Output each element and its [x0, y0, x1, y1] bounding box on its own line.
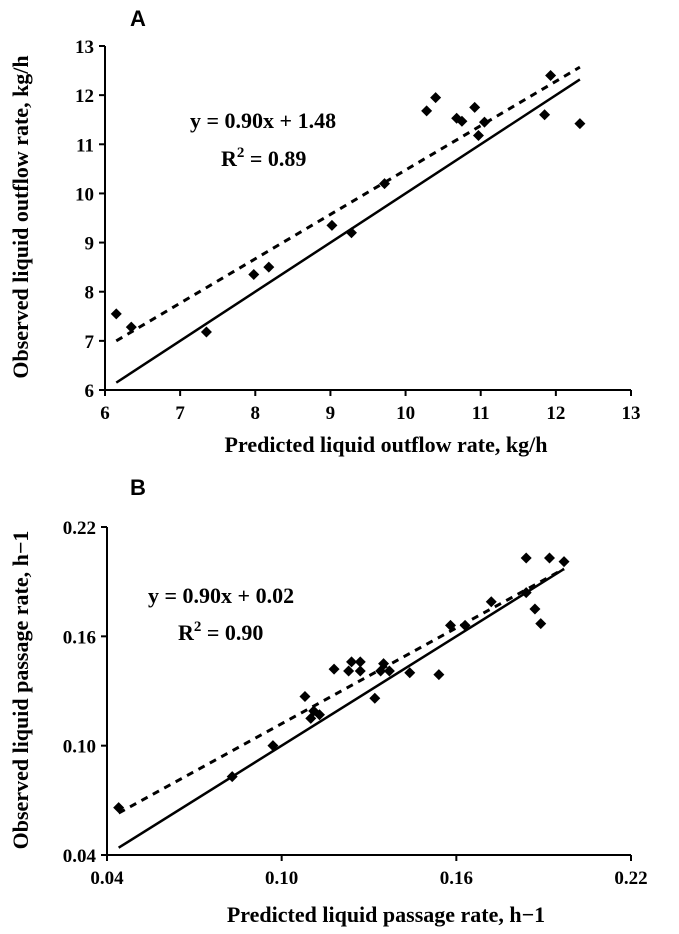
- panel-b-data-point: [369, 692, 381, 704]
- panel-a-x-tick-label: 10: [396, 403, 415, 424]
- panel-b-x-tick-label: 0.22: [614, 868, 647, 889]
- panel-a-x-tick-label: 13: [622, 403, 641, 424]
- panel-b-data-point: [314, 709, 326, 721]
- panel-b-data-point: [543, 552, 555, 564]
- plot-a: 6 7 8 9 10 11 12 13 6 7 8 9 10 11 12 13: [75, 37, 641, 424]
- panel-b-data-point: [328, 663, 340, 675]
- panel-b-data-point: [378, 658, 390, 670]
- panel-a-regression-line: [115, 65, 581, 343]
- panel-b-x-axis-title: Predicted liquid passage rate, h−1: [227, 902, 545, 927]
- panel-b-data-point: [383, 665, 395, 677]
- panel-b-data-point: [520, 552, 532, 564]
- panel-b-x-tick-label: 0.16: [440, 868, 473, 889]
- panel-a-y-tick-label: 11: [76, 135, 94, 156]
- panel-a-r2-superscript: 2: [237, 145, 245, 161]
- panel-b-x-tick-label: 0.04: [90, 868, 124, 889]
- panel-a-x-tick-label: 8: [251, 403, 261, 424]
- panel-b-r2-base: R: [178, 620, 195, 645]
- panel-a-r2-value: = 0.89: [244, 146, 306, 171]
- panel-a-x-tick-label: 6: [100, 403, 110, 424]
- panel-a-x-tick-label: 7: [175, 403, 185, 424]
- panel-b-identity-line: [117, 567, 565, 849]
- panel-b-data-point: [346, 656, 358, 668]
- panel-b-r2-superscript: 2: [194, 619, 202, 635]
- plot-b: 0.04 0.10 0.16 0.22 0.04 0.10 0.16 0.22: [63, 518, 648, 889]
- panel-a-data-point: [263, 261, 275, 273]
- panel-a: A 6 7 8 9 10 11 12 13 6 7 8 9 10 11 12 13 Predicted liq…: [8, 6, 641, 457]
- panel-a-y-tick-label: 9: [85, 234, 95, 255]
- panel-b-r2-value: = 0.90: [201, 620, 263, 645]
- panel-a-data-point: [421, 105, 433, 117]
- panel-b-regression-line: [117, 567, 565, 815]
- panel-b-data-point: [354, 656, 366, 668]
- panel-a-y-tick-label: 10: [75, 184, 94, 205]
- panel-b-data-point: [520, 587, 532, 599]
- panel-a-data-point: [379, 178, 391, 190]
- panel-b-y-tick-label: 0.10: [63, 737, 96, 758]
- panel-b-r-squared: R2 = 0.90: [178, 619, 263, 645]
- panel-b-regression-equation: y = 0.90x + 0.02: [148, 583, 294, 608]
- panel-a-data-point: [545, 69, 557, 81]
- panel-b-data-point: [404, 667, 416, 679]
- panel-a-data-point: [574, 118, 586, 130]
- panel-a-x-tick-label: 11: [472, 403, 490, 424]
- panel-a-y-tick-label: 7: [85, 332, 95, 353]
- panel-a-data-point: [430, 92, 442, 104]
- panel-a-y-tick-label: 8: [85, 283, 95, 304]
- panel-b-data-point: [558, 556, 570, 568]
- panel-a-data-point: [326, 219, 338, 231]
- panel-a-data-point: [248, 269, 260, 281]
- panel-b-data-point: [299, 690, 311, 702]
- panel-b-data-point: [267, 740, 279, 752]
- panel-a-data-point: [345, 227, 357, 239]
- panel-a-label: A: [130, 6, 146, 31]
- panel-a-data-point: [478, 116, 490, 128]
- panel-b-y-tick-label: 0.04: [63, 846, 97, 867]
- panel-a-data-point: [456, 115, 468, 127]
- panel-b: B 0.04 0.10 0.16 0.22 0.04 0.10 0.16 0.22 Predi…: [8, 475, 648, 927]
- panel-b-data-point: [354, 665, 366, 677]
- panel-a-y-tick-label: 12: [75, 86, 94, 107]
- panel-b-data-point: [529, 603, 541, 615]
- panel-b-data-point: [343, 665, 355, 677]
- panel-b-data-point: [459, 619, 471, 631]
- panel-a-data-point: [469, 101, 481, 113]
- panel-a-y-axis-title: Observed liquid outflow rate, kg/h: [8, 55, 33, 378]
- panel-b-data-point: [433, 669, 445, 681]
- panel-b-data-point: [485, 596, 497, 608]
- panel-a-x-axis-title: Predicted liquid outflow rate, kg/h: [225, 432, 548, 457]
- panel-a-x-tick-label: 9: [326, 403, 336, 424]
- panel-a-data-point: [200, 326, 212, 338]
- panel-a-x-tick-label: 12: [546, 403, 565, 424]
- panel-b-data-point: [113, 802, 125, 814]
- panel-a-r2-base: R: [221, 146, 238, 171]
- panel-a-r-squared: R2 = 0.89: [221, 145, 306, 171]
- panel-b-y-tick-label: 0.22: [63, 518, 96, 539]
- panel-a-data-point: [472, 129, 484, 141]
- panel-a-regression-equation: y = 0.90x + 1.48: [190, 108, 336, 133]
- panel-b-x-tick-label: 0.10: [265, 868, 298, 889]
- panel-a-y-tick-label: 6: [85, 381, 95, 402]
- panel-b-data-point: [445, 619, 457, 631]
- panel-b-data-point: [535, 618, 547, 630]
- panel-a-data-point: [539, 109, 551, 121]
- panel-a-y-tick-label: 13: [75, 37, 94, 58]
- panel-b-y-axis-title: Observed liquid passage rate, h−1: [8, 531, 33, 850]
- panel-b-data-point: [226, 771, 238, 783]
- panel-a-data-point: [110, 308, 122, 320]
- panel-a-data-point: [125, 321, 137, 333]
- panel-b-y-tick-label: 0.16: [63, 627, 96, 648]
- panel-b-label: B: [130, 475, 146, 500]
